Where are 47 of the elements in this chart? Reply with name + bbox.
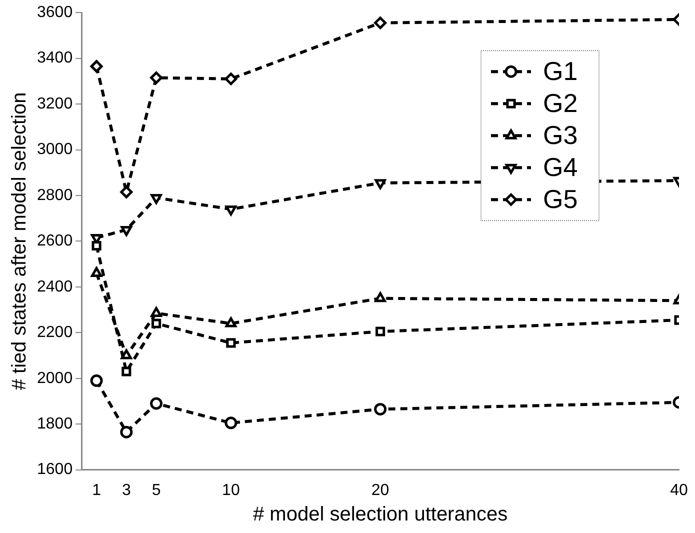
- point: [90, 266, 102, 277]
- point: [92, 240, 102, 251]
- y-tick-label: 3200: [37, 95, 73, 112]
- point: [150, 306, 162, 317]
- y-tick-label: 3000: [37, 141, 73, 158]
- y-tick-label: 3400: [37, 50, 73, 67]
- x-tick-label: 5: [152, 482, 161, 499]
- point: [122, 366, 132, 376]
- x-tick-label: 3: [122, 482, 131, 499]
- y-tick-label: 2000: [37, 370, 73, 387]
- point: [90, 374, 103, 387]
- legend-label: G1: [543, 56, 578, 86]
- point: [376, 326, 386, 336]
- x-tick-label: 40: [670, 482, 688, 499]
- point: [151, 318, 162, 328]
- legend-label: G4: [543, 152, 578, 182]
- point: [150, 397, 163, 410]
- y-tick-label: 2400: [37, 278, 73, 296]
- y-tick-label: 1600: [37, 461, 73, 478]
- point: [150, 72, 163, 84]
- point: [224, 72, 238, 86]
- point: [150, 194, 162, 204]
- point: [225, 205, 237, 216]
- y-tick-label: 2200: [37, 324, 73, 342]
- point: [224, 416, 238, 430]
- point: [120, 226, 132, 236]
- point: [374, 402, 387, 416]
- point: [120, 186, 133, 198]
- legend-label: G5: [543, 184, 578, 214]
- point: [120, 426, 133, 438]
- y-tick-label: 2600: [37, 232, 73, 250]
- legend-label: G3: [543, 120, 578, 150]
- y-tick-label: 1800: [37, 415, 73, 432]
- y-tick-label: 3600: [37, 4, 73, 22]
- x-axis-title: # model selection utterances: [253, 504, 508, 526]
- x-tick-label: 1: [92, 482, 102, 499]
- point: [226, 338, 236, 348]
- y-axis-title: # tied states after model selection: [8, 92, 31, 390]
- point: [374, 16, 387, 30]
- point: [374, 179, 386, 190]
- point: [90, 60, 103, 73]
- point: [374, 292, 386, 302]
- y-tick-label: 2800: [37, 186, 73, 204]
- x-tick-label: 20: [371, 482, 390, 499]
- point: [225, 317, 237, 328]
- x-tick-label: 10: [222, 482, 240, 499]
- legend-label: G2: [543, 88, 578, 118]
